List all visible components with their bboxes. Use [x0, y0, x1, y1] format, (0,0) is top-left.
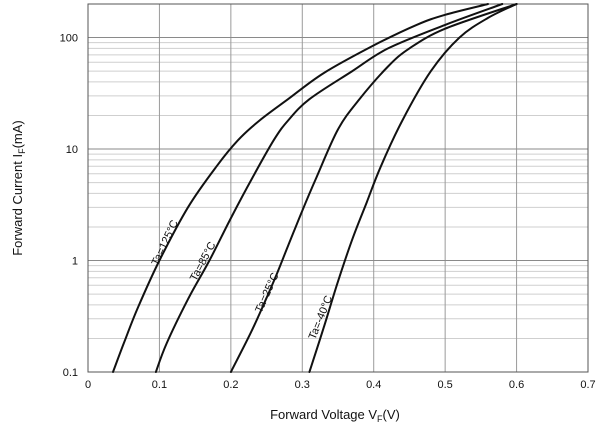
- major-gridlines: [87, 4, 589, 373]
- x-tick-label: 0.1: [152, 379, 167, 391]
- minor-gridlines: [88, 3, 588, 339]
- y-tick-label: 100: [60, 33, 78, 45]
- series-line: [229, 3, 518, 373]
- series-line: [308, 3, 518, 373]
- series-labels: Ta=125°C Ta=85°CTa=25°CTa=-40°C: [150, 218, 336, 341]
- series-curves: [112, 3, 518, 373]
- x-tick-label: 0.2: [223, 379, 238, 391]
- y-tick-labels: 0.1 1 10 100: [60, 33, 78, 379]
- x-tick-label: 0.4: [366, 379, 381, 391]
- x-axis-label: Forward Voltage VF(V): [270, 407, 400, 424]
- series-line: [154, 3, 504, 373]
- y-tick-label: 0.1: [63, 367, 78, 379]
- y-tick-label: 1: [72, 256, 78, 268]
- y-axis-label: Forward Current IF(mA): [10, 120, 27, 256]
- x-tick-label: 0.5: [437, 379, 452, 391]
- plot-frame: [87, 3, 589, 373]
- series-line: [112, 3, 489, 373]
- x-tick-label: 0: [85, 379, 91, 391]
- x-tick-label: 0.7: [580, 379, 595, 391]
- x-tick-label: 0.3: [295, 379, 310, 391]
- x-tick-labels: 0 0.1 0.2 0.3 0.4 0.5 0.6 0.7: [85, 379, 596, 391]
- y-tick-label: 10: [66, 144, 78, 156]
- x-tick-label: 0.6: [509, 379, 524, 391]
- series-label: Ta=85°C: [188, 240, 219, 283]
